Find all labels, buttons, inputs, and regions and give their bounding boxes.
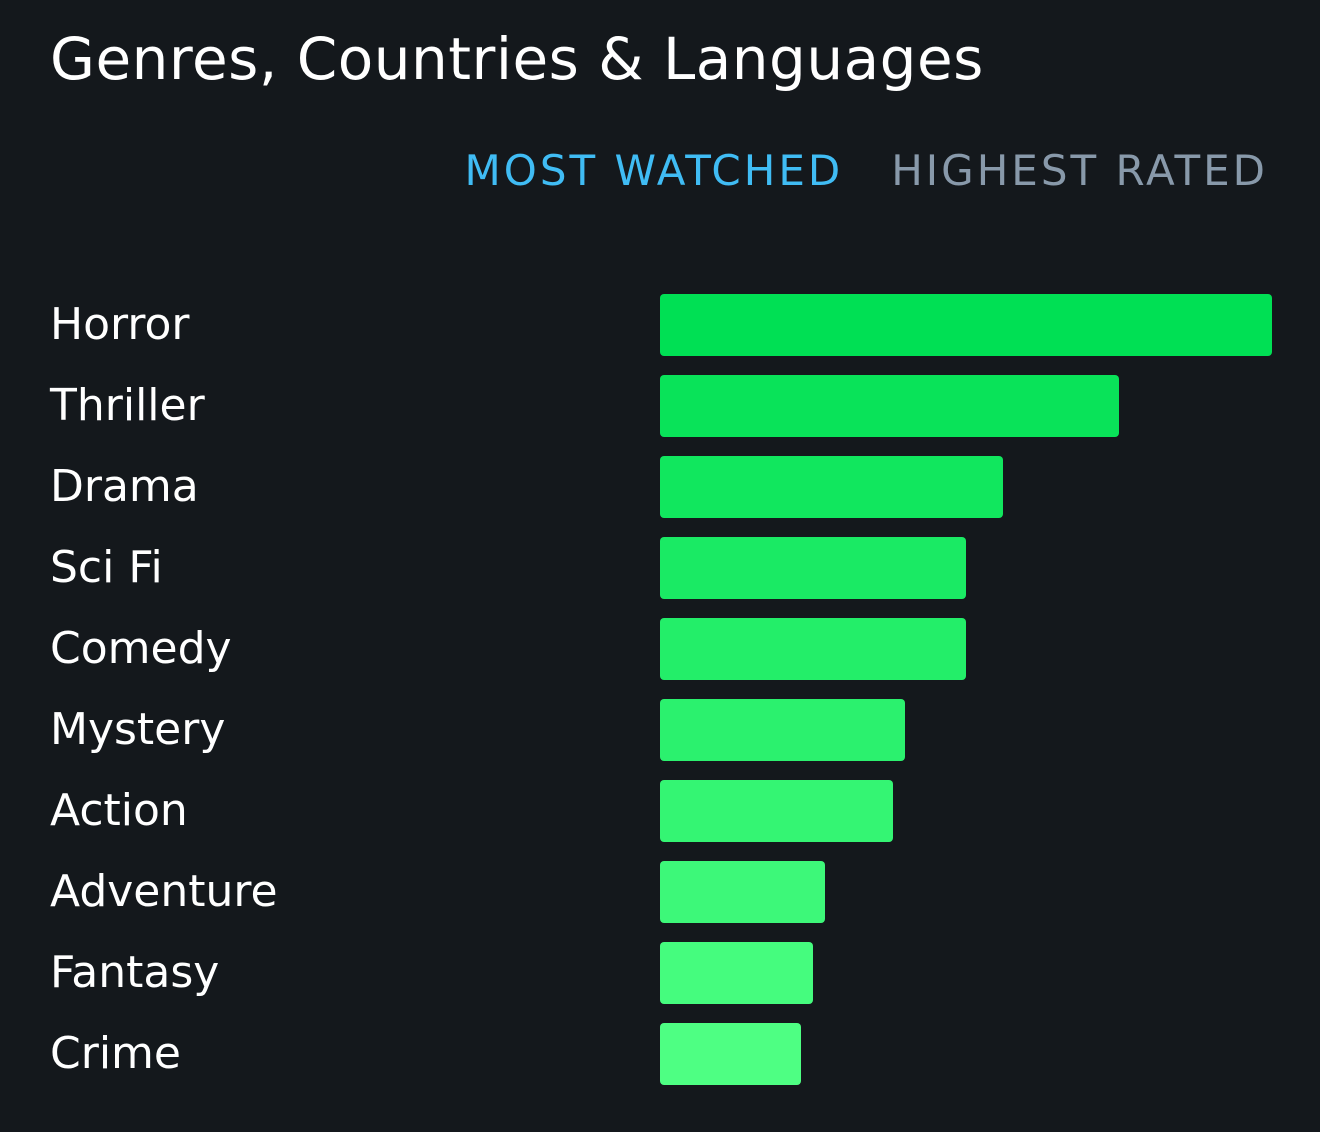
genre-label: Adventure [50,866,278,917]
genre-bar[interactable] [660,942,813,1004]
genre-label: Action [50,785,188,836]
tab-most-watched[interactable]: MOST WATCHED [464,146,844,195]
genre-bar[interactable] [660,780,893,842]
genre-label: Drama [50,461,199,512]
tab-highest-rated[interactable]: HIGHEST RATED [891,146,1268,195]
genre-label: Mystery [50,704,226,755]
genre-label: Crime [50,1028,181,1079]
genre-bar[interactable] [660,456,1003,518]
genre-label: Fantasy [50,947,220,998]
genre-bar[interactable] [660,375,1119,437]
genre-label: Horror [50,299,190,350]
genre-label: Comedy [50,623,232,674]
genre-bar[interactable] [660,861,825,923]
genre-bar[interactable] [660,699,905,761]
page-title: Genres, Countries & Languages [50,25,984,93]
tab-bar: MOST WATCHED HIGHEST RATED [465,146,1268,196]
genre-label: Thriller [50,380,205,431]
genre-bar[interactable] [660,537,966,599]
genre-bar[interactable] [660,294,1272,356]
genre-bar[interactable] [660,1023,801,1085]
genre-bar[interactable] [660,618,966,680]
genre-label: Sci Fi [50,542,163,593]
